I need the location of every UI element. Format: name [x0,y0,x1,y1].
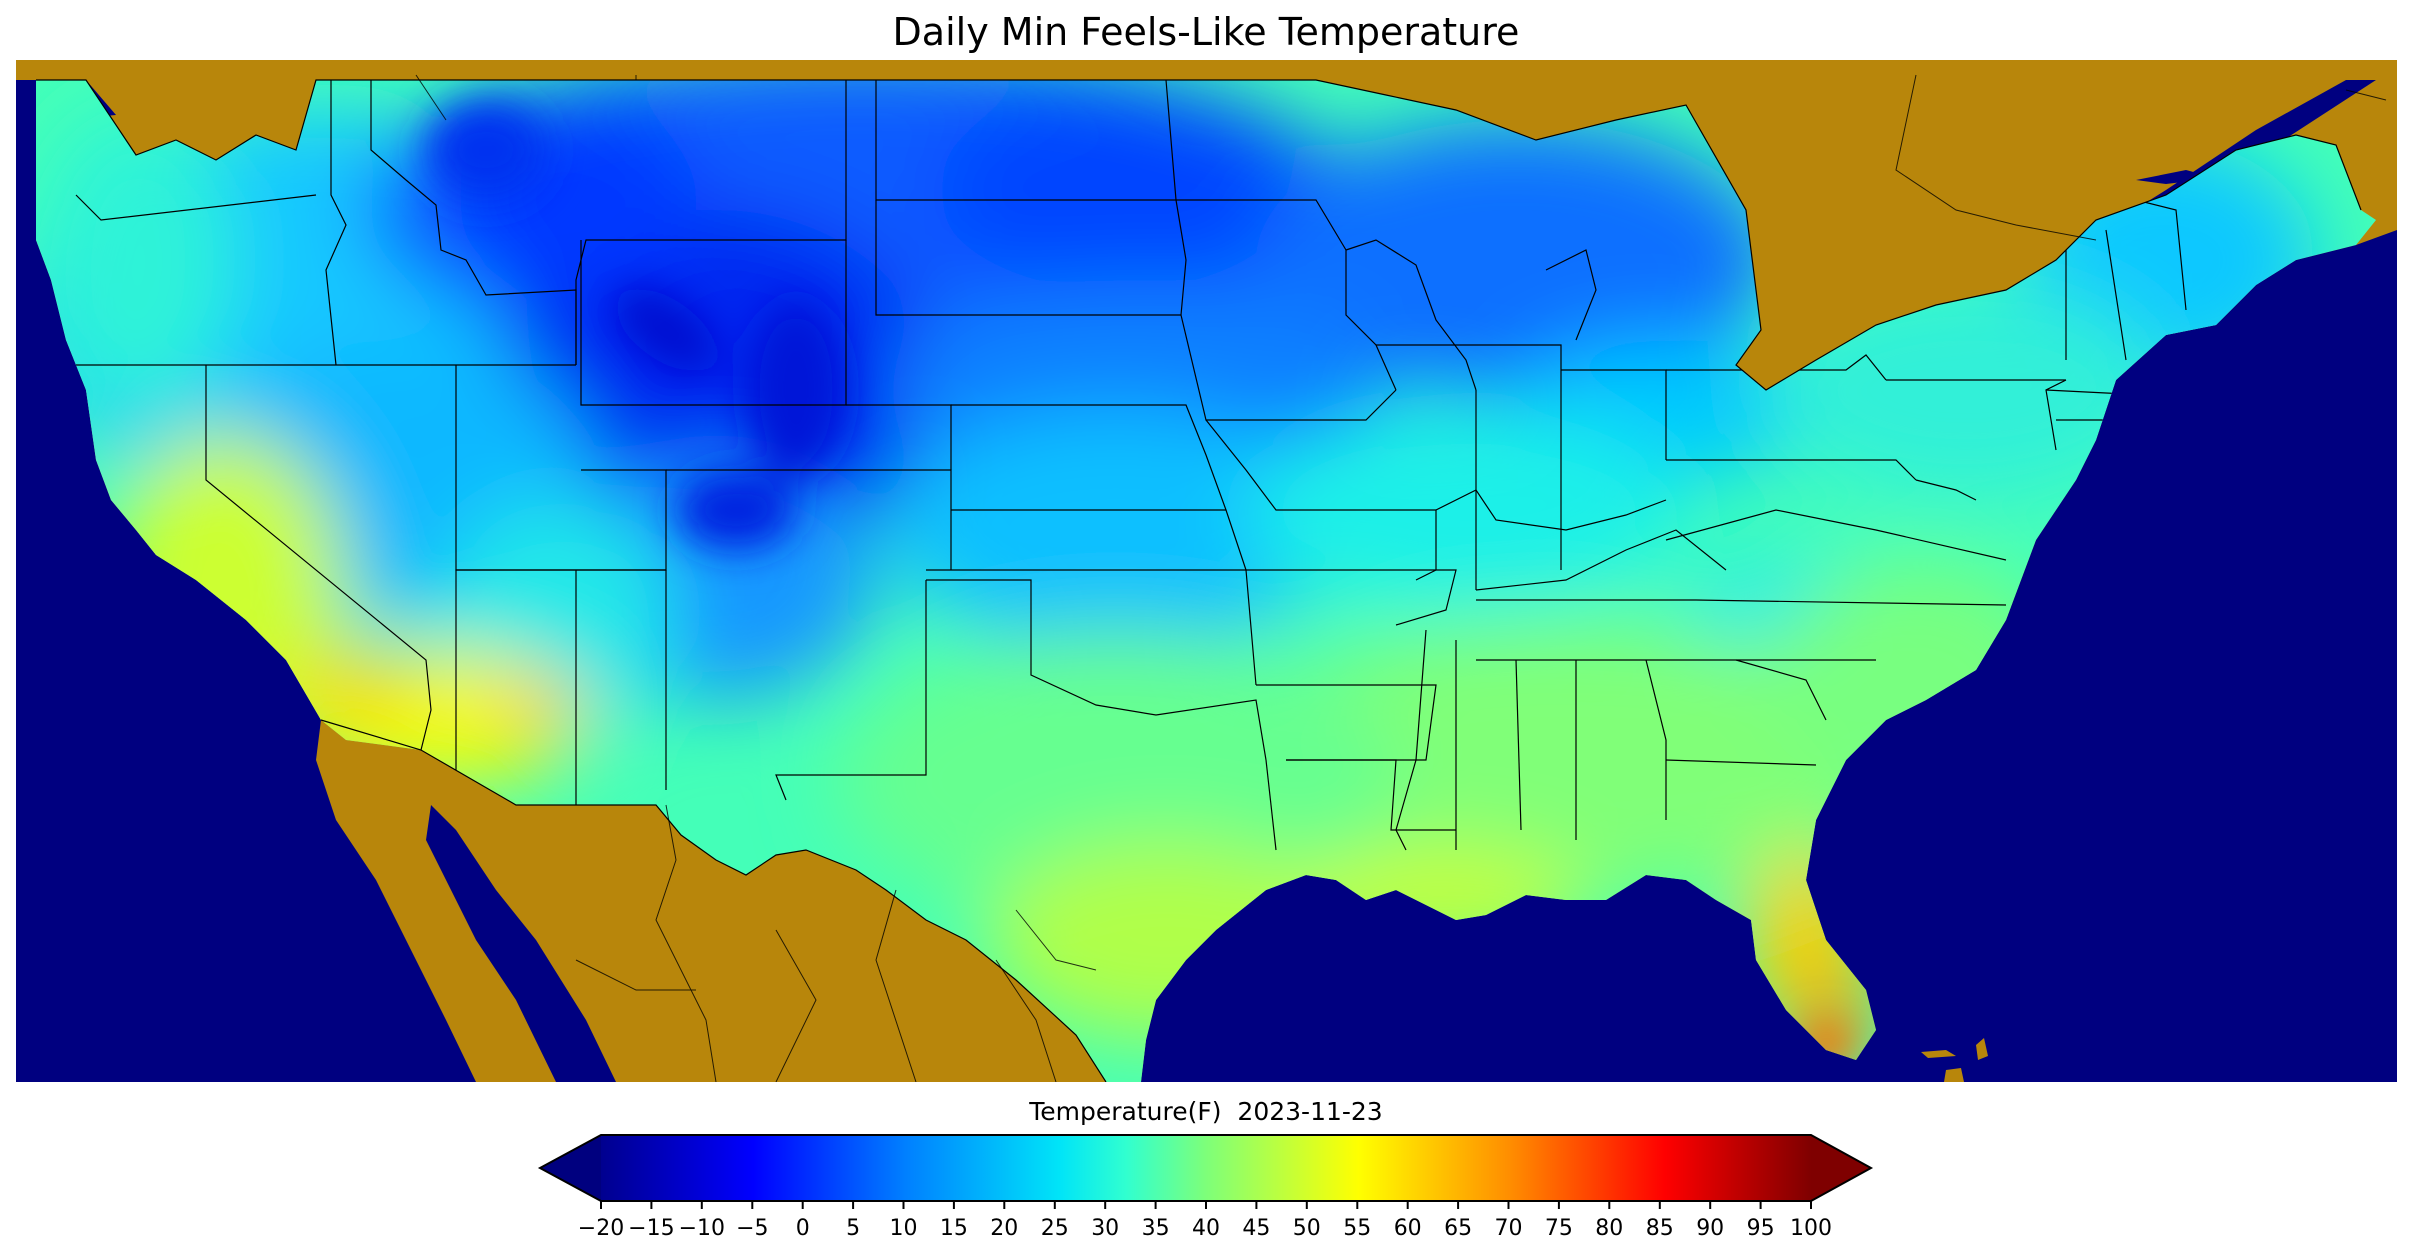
tick-label: 60 [1393,1216,1422,1241]
tick-label: −15 [628,1216,675,1241]
tick-label: −5 [736,1216,769,1241]
tick-label: 40 [1192,1216,1220,1241]
tick-label: 65 [1444,1216,1473,1241]
colorbar-tick-labels: −20 −15 −10 −5 0 5 10 15 20 25 30 35 40 … [0,1214,2412,1248]
tick-label: 90 [1696,1216,1725,1241]
tick-label: 15 [939,1216,968,1241]
tick-label: 80 [1595,1216,1624,1241]
tick-label: 85 [1645,1216,1674,1241]
tick-label: 35 [1141,1216,1170,1241]
tick-label: 95 [1746,1216,1775,1241]
tick-label: 5 [846,1216,861,1241]
tick-label: 25 [1040,1216,1069,1241]
tick-label: 0 [795,1216,810,1241]
colorbar-ticks [600,1201,1812,1209]
colorbar-date: 2023-11-23 [1237,1097,1383,1126]
tick-label: 45 [1242,1216,1271,1241]
colorbar-gradient [537,1134,1874,1202]
tick-label: 50 [1292,1216,1321,1241]
tick-label: 20 [990,1216,1019,1241]
tick-label: 55 [1343,1216,1372,1241]
tick-label: 100 [1790,1216,1832,1241]
tick-label: −20 [577,1216,625,1241]
chart-title: Daily Min Feels-Like Temperature [892,10,1520,54]
colorbar-label: Temperature(F) 2023-11-23 [0,1096,2412,1128]
tick-label: 75 [1544,1216,1573,1241]
tick-label: 30 [1091,1216,1120,1241]
tick-label: −10 [678,1216,726,1241]
colorbar-units: Temperature(F) [1029,1097,1222,1126]
temperature-map [16,60,2397,1082]
tick-label: 10 [889,1216,918,1241]
tick-label: 70 [1494,1216,1523,1241]
